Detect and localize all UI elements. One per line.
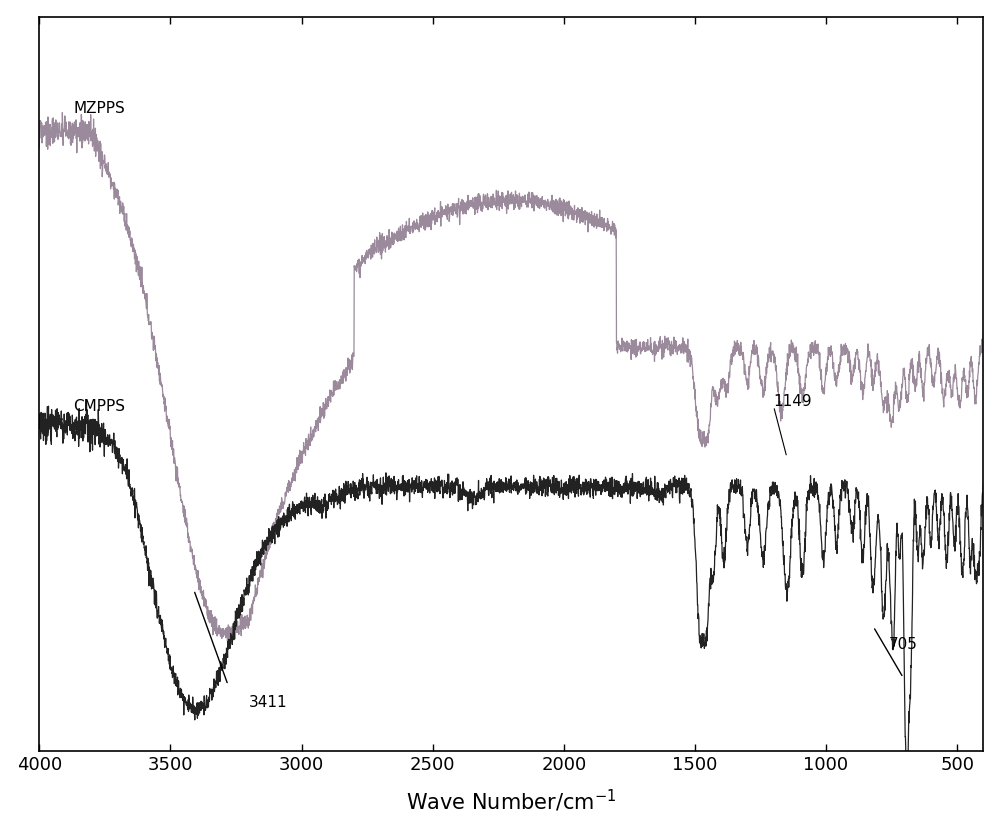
Text: 705: 705 [889,637,918,652]
X-axis label: Wave Number/cm$^{-1}$: Wave Number/cm$^{-1}$ [406,788,616,814]
Text: CMPPS: CMPPS [73,399,125,414]
Text: MZPPS: MZPPS [73,101,125,116]
Text: 1149: 1149 [774,394,812,409]
Text: 3411: 3411 [249,696,288,711]
